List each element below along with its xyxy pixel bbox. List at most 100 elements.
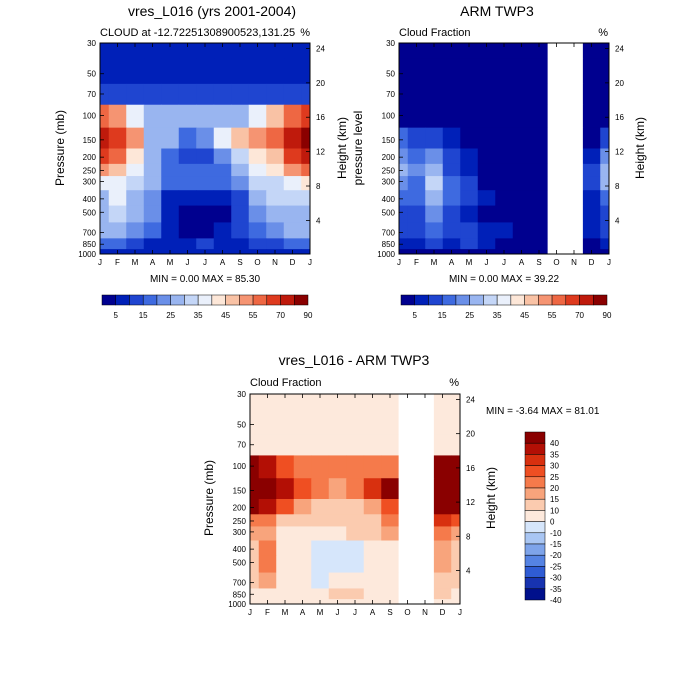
heat-cell — [161, 127, 180, 149]
heat-cell — [248, 176, 267, 191]
heat-cell — [293, 434, 312, 456]
heat-cell — [582, 83, 601, 106]
heat-cell — [381, 478, 400, 500]
colorbar-label: -10 — [550, 529, 562, 538]
x-tick-label: O — [553, 258, 559, 267]
panel-obs-ylabel: pressure level — [351, 111, 365, 186]
heat-cell — [512, 58, 531, 85]
heat-cell — [328, 555, 347, 573]
heat-cell — [196, 238, 215, 250]
heat-cell — [346, 572, 365, 589]
heat-cell — [108, 176, 127, 191]
heat-cell — [143, 205, 162, 223]
heat-cell — [231, 43, 250, 59]
colorbar-swatch — [524, 566, 546, 578]
colorbar-label: 25 — [550, 473, 559, 482]
y2-tick-label: 4 — [316, 216, 321, 225]
heat-cell — [258, 555, 277, 573]
heat-cell — [196, 83, 215, 106]
x-tick-label: J — [336, 608, 340, 617]
heat-cell — [266, 238, 285, 250]
heat-cell — [328, 572, 347, 589]
heat-cell — [477, 163, 496, 177]
colorbar-label: 5 — [114, 311, 119, 320]
y-tick-label: 150 — [83, 136, 97, 145]
y-tick-label: 850 — [83, 240, 97, 249]
y-tick-label: 70 — [87, 90, 96, 99]
heat-cell — [451, 526, 461, 541]
heat-cell — [266, 163, 285, 177]
heat-cell — [248, 104, 267, 129]
panel-diff-plot — [250, 394, 461, 605]
heat-cell — [477, 238, 496, 250]
heat-cell — [108, 148, 127, 165]
heat-cell — [477, 205, 496, 223]
heat-cell — [311, 455, 330, 479]
heat-cell — [433, 572, 452, 589]
heat-cell — [600, 238, 610, 250]
heat-cell — [582, 238, 601, 250]
heat-cell — [143, 238, 162, 250]
heat-cell — [126, 222, 145, 239]
x-tick-label: M — [431, 258, 438, 267]
heat-cell — [433, 526, 452, 541]
heat-cell — [311, 514, 330, 527]
heat-cell — [266, 205, 285, 223]
heat-cell — [100, 43, 110, 59]
heat-cell — [250, 588, 260, 600]
heat-cell — [293, 455, 312, 479]
panel-diff-units: % — [449, 377, 459, 389]
heat-cell — [250, 599, 260, 605]
heat-cell — [495, 127, 514, 149]
heat-cell — [143, 190, 162, 206]
heat-cell — [582, 104, 601, 129]
heat-cell — [495, 83, 514, 106]
heat-cell — [381, 514, 400, 527]
colorbar-swatch — [170, 294, 185, 306]
colorbar-label: 25 — [465, 311, 474, 320]
heat-cell — [460, 127, 479, 149]
heat-cell — [442, 238, 461, 250]
heat-cell — [161, 190, 180, 206]
heat-cell — [600, 58, 610, 85]
heat-cell — [477, 176, 496, 191]
heat-cell — [213, 163, 232, 177]
y-tick-label: 50 — [237, 421, 246, 430]
heat-cell — [460, 43, 479, 59]
heat-cell — [258, 540, 277, 557]
y2-tick-label: 16 — [615, 113, 624, 122]
colorbar-swatch — [524, 431, 546, 444]
heat-cell — [451, 394, 461, 410]
heat-cell — [248, 222, 267, 239]
x-tick-label: M — [466, 258, 473, 267]
heat-cell — [381, 434, 400, 456]
colorbar-swatch — [115, 294, 130, 306]
heat-cell — [477, 83, 496, 106]
heat-cell — [512, 176, 531, 191]
heat-cell — [530, 127, 549, 149]
heat-cell — [495, 238, 514, 250]
heat-cell — [301, 238, 311, 250]
heat-cell — [460, 104, 479, 129]
heat-cell — [600, 222, 610, 239]
colorbar-label: 0 — [550, 518, 555, 527]
heat-cell — [363, 434, 382, 456]
heat-cell — [399, 190, 409, 206]
heat-cell — [196, 43, 215, 59]
heat-cell — [293, 478, 312, 500]
colorbar-swatch — [280, 294, 295, 306]
colorbar-swatch — [266, 294, 281, 306]
heat-cell — [346, 455, 365, 479]
heat-cell — [100, 104, 110, 129]
heat-cell — [600, 83, 610, 106]
y-tick-label: 200 — [382, 153, 396, 162]
heat-cell — [293, 409, 312, 436]
heat-cell — [363, 455, 382, 479]
y-tick-label: 30 — [87, 39, 96, 48]
heat-cell — [477, 127, 496, 149]
heat-cell — [407, 104, 426, 129]
heat-cell — [231, 83, 250, 106]
heat-cell — [512, 43, 531, 59]
heat-cell — [346, 555, 365, 573]
panel-diff-ylabel: Pressure (mb) — [202, 460, 216, 536]
